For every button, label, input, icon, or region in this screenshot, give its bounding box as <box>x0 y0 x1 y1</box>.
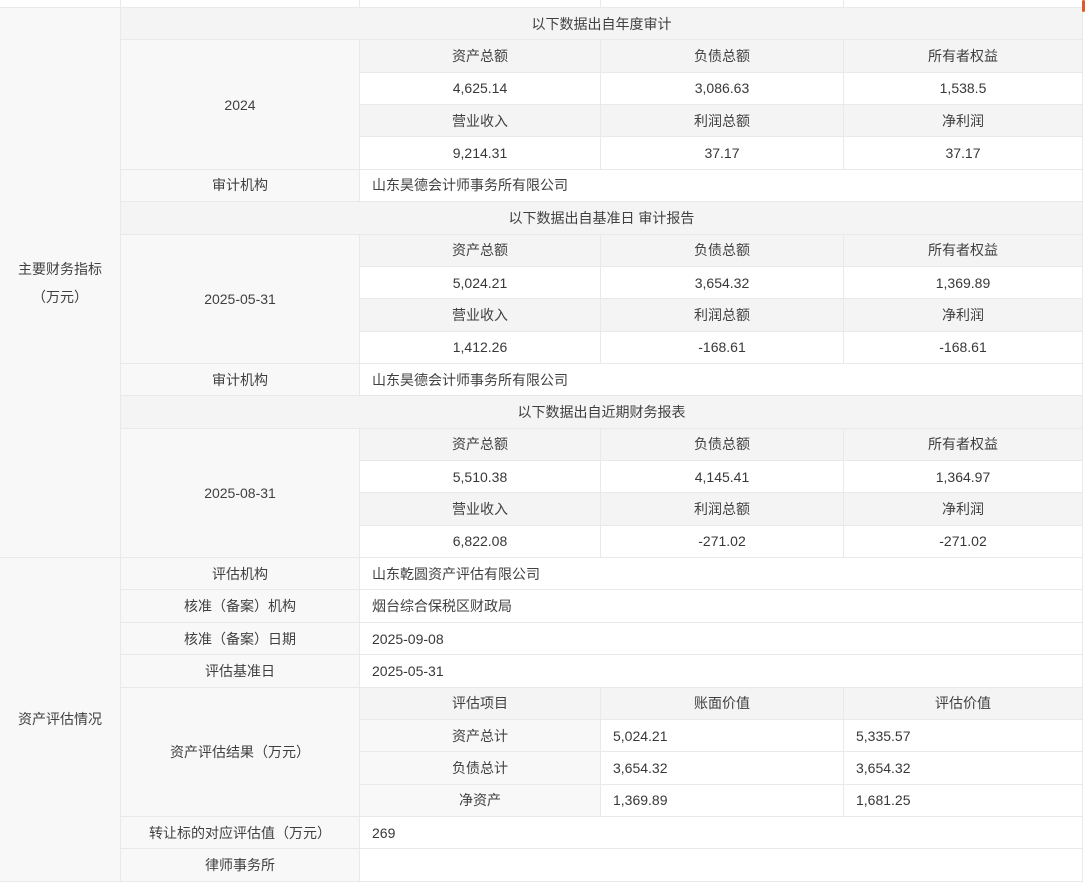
subtable-header-assessed-value: 评估价值 <box>844 687 1083 720</box>
metric-header-net-profit: 净利润 <box>844 493 1083 526</box>
sidebar-group-label-line2: （万元） <box>32 288 88 305</box>
metric-value-total-liabilities: 3,086.63 <box>601 72 844 106</box>
period-cell-2025-08-31: 2025-08-31 <box>121 428 360 559</box>
metric-value-total-liabilities: 3,654.32 <box>601 266 844 300</box>
top-row-sliver <box>601 0 844 8</box>
approval-date-label: 核准（备案）日期 <box>121 622 360 656</box>
metric-value-total-assets: 4,625.14 <box>360 72 601 106</box>
metric-value-owners-equity: 1,538.5 <box>844 72 1083 106</box>
subtable-assessed-value: 5,335.57 <box>844 719 1083 753</box>
subtable-header-item: 评估项目 <box>360 687 601 720</box>
audit-agency-value: 山东昊德会计师事务所有限公司 <box>360 169 1083 203</box>
law-firm-label: 律师事务所 <box>121 849 360 882</box>
subtable-item-total-liabilities: 负债总计 <box>360 752 601 785</box>
period-cell-2024: 2024 <box>121 40 360 170</box>
metric-value-total-liabilities: 4,145.41 <box>601 461 844 494</box>
metric-header-owners-equity: 所有者权益 <box>844 428 1083 462</box>
approval-agency-label: 核准（备案）机构 <box>121 590 360 623</box>
transfer-assessed-value: 269 <box>360 816 1083 850</box>
top-row-sliver <box>360 0 601 8</box>
metric-value-total-assets: 5,024.21 <box>360 266 601 300</box>
section-title-annual-audit: 以下数据出自年度审计 <box>121 8 1083 41</box>
law-firm-value <box>360 849 1083 882</box>
audit-agency-value: 山东昊德会计师事务所有限公司 <box>360 363 1083 397</box>
subtable-book-value: 5,024.21 <box>601 719 844 753</box>
metric-value-total-profit: -271.02 <box>601 525 844 559</box>
metric-value-total-profit: 37.17 <box>601 137 844 170</box>
top-row-sliver <box>844 0 1083 8</box>
metric-header-operating-revenue: 营业收入 <box>360 105 601 138</box>
metric-header-total-profit: 利润总额 <box>601 105 844 138</box>
metric-header-net-profit: 净利润 <box>844 299 1083 332</box>
section-title-base-date-audit: 以下数据出自基准日 审计报告 <box>121 202 1083 235</box>
metric-header-net-profit: 净利润 <box>844 105 1083 138</box>
metric-value-owners-equity: 1,369.89 <box>844 266 1083 300</box>
metric-header-total-liabilities: 负债总额 <box>601 234 844 267</box>
metric-header-total-liabilities: 负债总额 <box>601 428 844 462</box>
assessment-agency-value: 山东乾圆资产评估有限公司 <box>360 558 1083 591</box>
metric-value-operating-revenue: 6,822.08 <box>360 525 601 559</box>
subtable-header-book-value: 账面价值 <box>601 687 844 720</box>
metric-value-net-profit: -168.61 <box>844 331 1083 364</box>
sidebar-group-label: 资产评估情况 <box>18 711 102 728</box>
period-cell-2025-05-31: 2025-05-31 <box>121 234 360 364</box>
transfer-assessed-value-label: 转让标的对应评估值（万元） <box>121 816 360 850</box>
metric-value-net-profit: -271.02 <box>844 525 1083 559</box>
metric-header-operating-revenue: 营业收入 <box>360 493 601 526</box>
section-title-recent-statements: 以下数据出自近期财务报表 <box>121 396 1083 429</box>
metric-header-owners-equity: 所有者权益 <box>844 40 1083 73</box>
metric-value-operating-revenue: 1,412.26 <box>360 331 601 364</box>
approval-date-value: 2025-09-08 <box>360 622 1083 656</box>
scroll-accent-element[interactable] <box>1082 0 1085 12</box>
top-row-sliver <box>121 0 360 8</box>
subtable-assessed-value: 1,681.25 <box>844 784 1083 817</box>
audit-agency-label: 审计机构 <box>121 363 360 397</box>
metric-value-owners-equity: 1,364.97 <box>844 461 1083 494</box>
sidebar-group-label-line1: 主要财务指标 <box>18 260 102 277</box>
assessment-result-label: 资产评估结果（万元） <box>121 687 360 817</box>
subtable-assessed-value: 3,654.32 <box>844 752 1083 785</box>
top-row-sliver <box>0 0 121 8</box>
metric-header-total-profit: 利润总额 <box>601 299 844 332</box>
subtable-item-total-assets: 资产总计 <box>360 719 601 753</box>
assessment-base-date-label: 评估基准日 <box>121 655 360 688</box>
assessment-agency-label: 评估机构 <box>121 558 360 591</box>
approval-agency-value: 烟台综合保税区财政局 <box>360 590 1083 623</box>
sidebar-group-financial-indicators: 主要财务指标 （万元） <box>0 8 121 559</box>
metric-header-total-assets: 资产总额 <box>360 428 601 462</box>
metric-value-total-assets: 5,510.38 <box>360 461 601 494</box>
metric-header-total-profit: 利润总额 <box>601 493 844 526</box>
metric-header-total-assets: 资产总额 <box>360 234 601 267</box>
sidebar-group-asset-assessment: 资产评估情况 <box>0 558 121 882</box>
metric-value-net-profit: 37.17 <box>844 137 1083 170</box>
metric-header-owners-equity: 所有者权益 <box>844 234 1083 267</box>
subtable-book-value: 3,654.32 <box>601 752 844 785</box>
subtable-book-value: 1,369.89 <box>601 784 844 817</box>
audit-agency-label: 审计机构 <box>121 169 360 203</box>
metric-value-operating-revenue: 9,214.31 <box>360 137 601 170</box>
metric-header-total-assets: 资产总额 <box>360 40 601 73</box>
metric-header-operating-revenue: 营业收入 <box>360 299 601 332</box>
metric-header-total-liabilities: 负债总额 <box>601 40 844 73</box>
subtable-item-net-assets: 净资产 <box>360 784 601 817</box>
metric-value-total-profit: -168.61 <box>601 331 844 364</box>
assessment-base-date-value: 2025-05-31 <box>360 655 1083 688</box>
